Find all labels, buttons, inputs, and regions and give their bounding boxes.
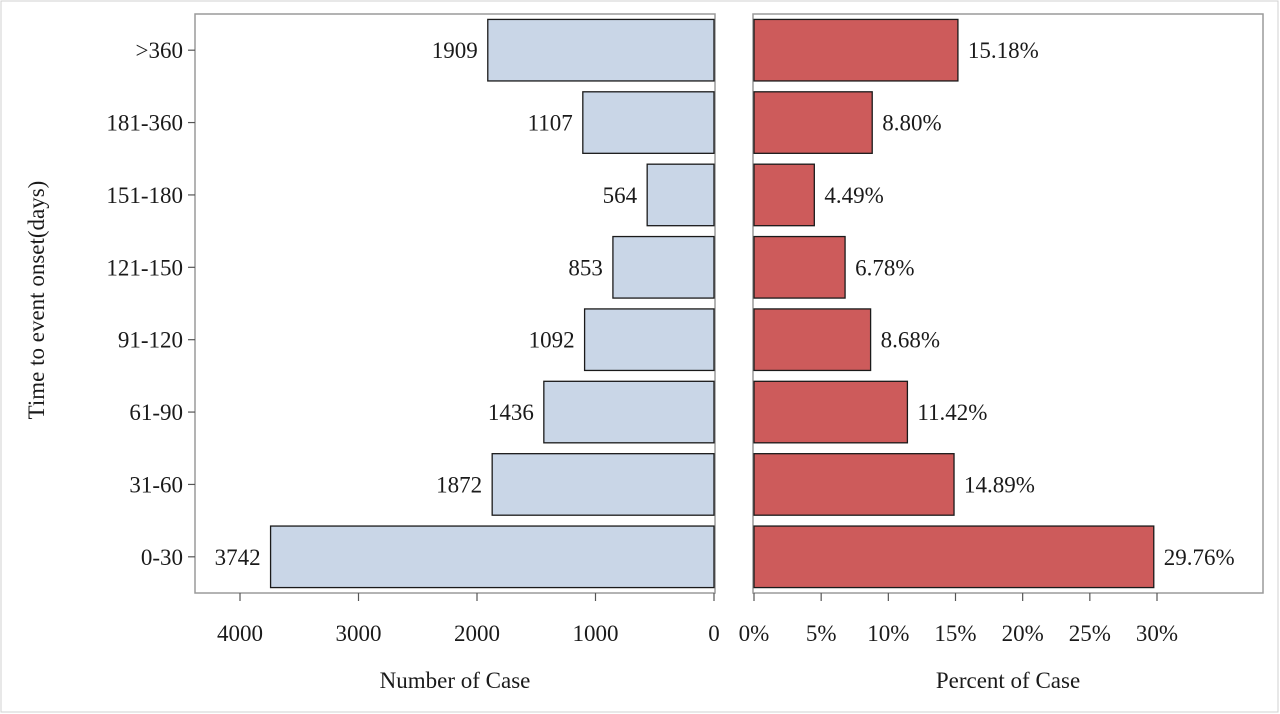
count-x-tick-label: 3000 [336, 621, 382, 646]
count-bar-0-30 [269, 525, 715, 589]
percent-x-tick-label: 10% [867, 621, 909, 646]
percent-bar-181-360 [753, 91, 873, 154]
left-panel-frame [194, 13, 716, 594]
left-x-axis-title: Number of Case [380, 668, 531, 693]
y-tick-label-151-180: 151-180 [106, 183, 183, 208]
percent-x-tick-label: 15% [934, 621, 976, 646]
count-bar-181-360 [582, 91, 715, 154]
percent-data-label-61-90: 11.42% [917, 400, 987, 425]
count-data-label-31-60: 1872 [436, 472, 482, 497]
percent-x-tick-label: 20% [1002, 621, 1044, 646]
count-x-tick-label: 0 [708, 621, 720, 646]
count-bar-gt360 [487, 18, 715, 82]
left-bars: 3742 1872 1436 1092 853 564 1107 1909 [215, 18, 715, 589]
right-x-axis: 0% 5% 10% 15% 20% 25% 30% [739, 593, 1178, 646]
percent-x-tick-label: 0% [739, 621, 770, 646]
percent-x-tick-label: 25% [1069, 621, 1111, 646]
right-x-axis-title: Percent of Case [936, 668, 1080, 693]
count-x-tick-label: 2000 [454, 621, 500, 646]
percent-x-tick-label: 5% [806, 621, 837, 646]
percent-bar-121-150 [753, 235, 846, 299]
right-panel-frame [752, 13, 1264, 594]
y-tick-label-gt360: >360 [136, 38, 183, 63]
count-data-label-gt360: 1909 [432, 38, 478, 63]
count-x-tick-label: 4000 [217, 621, 263, 646]
count-bar-151-180 [646, 163, 715, 227]
y-tick-label-31-60: 31-60 [129, 472, 183, 497]
y-tick-label-91-120: 91-120 [118, 328, 183, 353]
count-data-label-151-180: 564 [603, 183, 638, 208]
percent-data-label-121-150: 6.78% [855, 255, 914, 280]
y-tick-label-121-150: 121-150 [106, 255, 183, 280]
y-axis-title: Time to event onset(days) [24, 181, 49, 420]
percent-data-label-gt360: 15.18% [968, 38, 1039, 63]
percent-bar-61-90 [753, 380, 909, 444]
percent-bar-151-180 [753, 163, 815, 227]
count-data-label-0-30: 3742 [215, 545, 261, 570]
count-bar-31-60 [491, 453, 715, 516]
percent-data-label-181-360: 8.80% [882, 111, 941, 136]
y-tick-label-61-90: 61-90 [129, 400, 183, 425]
percent-data-label-0-30: 29.76% [1164, 545, 1235, 570]
count-bar-121-150 [612, 235, 715, 299]
count-data-label-121-150: 853 [568, 255, 603, 280]
count-data-label-181-360: 1107 [528, 111, 573, 136]
percent-data-label-91-120: 8.68% [881, 328, 940, 353]
y-tick-label-181-360: 181-360 [106, 111, 183, 136]
percent-bar-91-120 [753, 308, 872, 372]
count-bar-61-90 [543, 380, 715, 444]
count-bar-91-120 [583, 308, 715, 372]
right-bars: 29.76% 14.89% 11.42% 8.68% 6.78% 4.49% 8.80% 15… [753, 18, 1235, 589]
y-tick-label-0-30: 0-30 [141, 545, 183, 570]
count-x-tick-label: 1000 [573, 621, 619, 646]
left-x-axis: 4000 3000 2000 1000 0 [217, 593, 720, 646]
percent-data-label-151-180: 4.49% [824, 183, 883, 208]
percent-bar-31-60 [753, 453, 955, 516]
y-axis: 0-30 31-60 61-90 91-120 121-150 151-180 181-36… [106, 38, 195, 570]
percent-bar-0-30 [753, 525, 1155, 589]
count-data-label-61-90: 1436 [488, 400, 534, 425]
percent-x-tick-label: 30% [1136, 621, 1178, 646]
percent-bar-gt360 [753, 18, 959, 82]
count-data-label-91-120: 1092 [529, 328, 575, 353]
percent-data-label-31-60: 14.89% [964, 472, 1035, 497]
